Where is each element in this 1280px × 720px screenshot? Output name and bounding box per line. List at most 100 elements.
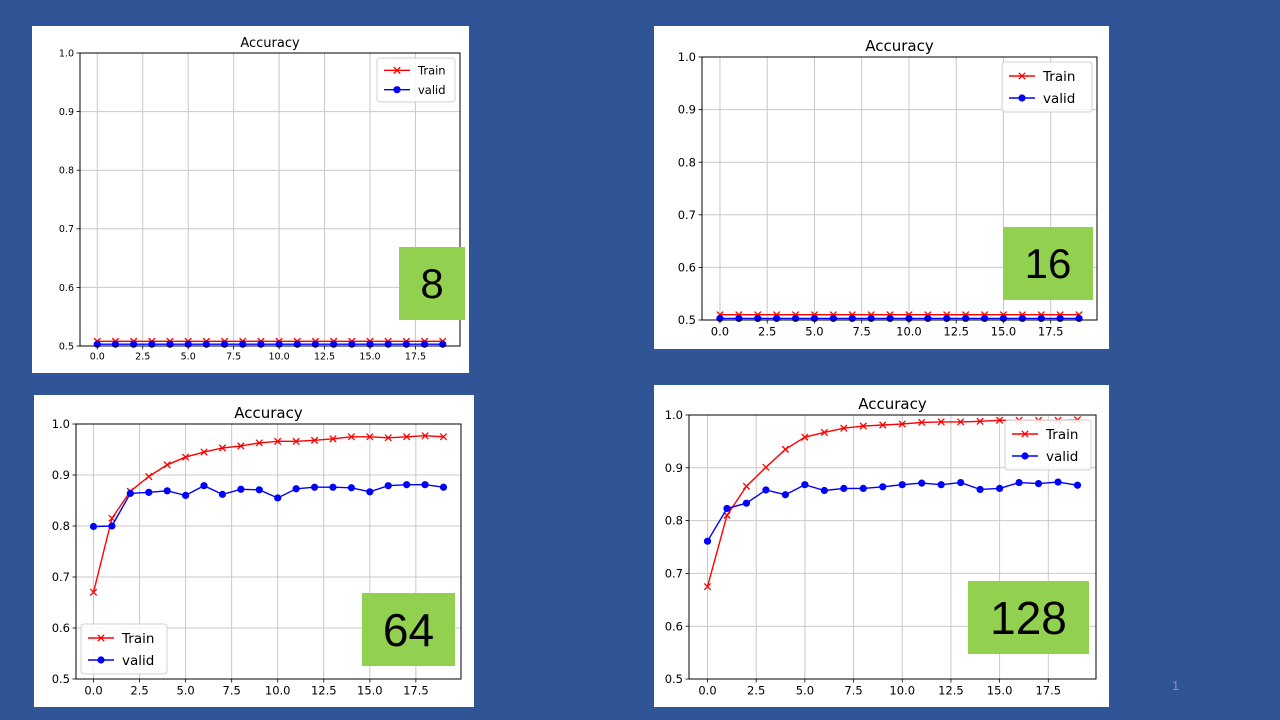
train-point	[274, 437, 282, 445]
train-point	[421, 432, 429, 440]
valid-point	[130, 340, 138, 348]
batch-size-badge: 64	[362, 593, 455, 666]
x-tick-label: 17.5	[1038, 325, 1064, 339]
valid-point	[859, 484, 867, 492]
train-point	[108, 514, 116, 523]
train-point	[956, 418, 965, 426]
chart-panel-batch-64: 0.0 2.5 5.0 7.5 10.0 12.5 15.0 17.5 0.5 0.6 0.7 0.8…	[34, 395, 474, 707]
accuracy-chart-batch-16: 0.0 2.5 5.0 7.5 10.0 12.5 15.0 17.5 0.5 0.6 0.7 0.8…	[678, 37, 1098, 339]
valid-point	[957, 478, 965, 487]
y-tick-label: 0.5	[665, 672, 683, 686]
batch-size-badge: 128	[968, 581, 1089, 654]
train-line	[92, 434, 444, 593]
train-point	[976, 417, 984, 425]
train-point	[801, 433, 809, 441]
plot-frame	[79, 52, 461, 347]
train-point	[384, 434, 392, 442]
train-point	[937, 418, 945, 426]
x-tick-label: 15.0	[357, 684, 383, 698]
legend-label-train: Train	[417, 63, 446, 77]
x-tick-label: 10.0	[265, 684, 291, 698]
valid-point	[848, 314, 856, 323]
valid-point	[1056, 314, 1064, 323]
chart-title: Accuracy	[234, 404, 303, 422]
valid-point	[439, 483, 448, 491]
train-point	[781, 445, 790, 453]
train-point	[402, 433, 411, 441]
valid-point	[840, 484, 848, 492]
valid-point	[1073, 481, 1082, 489]
x-tick-label: 0.0	[711, 325, 729, 339]
x-tick-label: 5.0	[176, 684, 194, 698]
valid-point	[200, 482, 208, 490]
x-tick-label: 5.0	[181, 352, 196, 363]
valid-point	[93, 340, 101, 348]
legend-label-train: Train	[121, 631, 154, 647]
valid-point	[762, 486, 770, 494]
valid-point	[886, 314, 894, 323]
valid-point	[126, 489, 134, 497]
valid-point	[403, 481, 411, 489]
axis-ticks: 0.0 2.5 5.0 7.5 10.0 12.5 15.0 17.5 0.5 0.6 0.7 0.8…	[59, 48, 426, 362]
legend-label-valid: valid	[418, 83, 446, 97]
x-tick-label: 0.0	[698, 684, 716, 698]
valid-point	[781, 491, 789, 499]
valid-point	[1021, 452, 1029, 460]
valid-point	[1075, 314, 1083, 323]
valid-point	[145, 488, 153, 496]
y-tick-label: 0.7	[665, 567, 683, 581]
x-tick-label: 15.0	[991, 325, 1017, 339]
valid-point	[820, 486, 828, 495]
train-point	[89, 588, 98, 596]
train-point	[859, 422, 867, 430]
chart-panel-batch-8: 0.0 2.5 5.0 7.5 10.0 12.5 15.0 17.5 0.5 0.6 0.7 0.8…	[32, 26, 469, 373]
valid-point	[166, 340, 174, 348]
valid-point	[421, 481, 429, 489]
chart-title: Accuracy	[240, 36, 300, 51]
y-tick-label: 0.9	[678, 103, 696, 117]
x-tick-label: 17.5	[405, 352, 426, 363]
y-tick-label: 0.5	[678, 313, 696, 327]
plot-frame	[75, 423, 462, 680]
valid-point	[311, 340, 320, 348]
series-valid	[703, 478, 1082, 545]
train-point	[879, 421, 887, 429]
y-tick-label: 1.0	[59, 48, 74, 59]
valid-point	[348, 340, 356, 348]
valid-point	[182, 491, 190, 499]
valid-point	[976, 485, 984, 494]
x-tick-label: 12.5	[314, 352, 335, 363]
plot-frame	[688, 414, 1097, 680]
y-tick-label: 0.6	[678, 261, 696, 275]
valid-point	[996, 484, 1004, 492]
x-tick-label: 2.5	[758, 325, 776, 339]
valid-point	[1018, 314, 1026, 323]
train-point	[237, 442, 245, 450]
y-tick-label: 0.9	[59, 107, 74, 118]
legend-label-valid: valid	[1043, 91, 1075, 107]
x-tick-label: 7.5	[223, 684, 241, 698]
train-point	[439, 433, 448, 441]
valid-point	[742, 499, 751, 507]
valid-point	[89, 522, 98, 531]
valid-point	[220, 340, 229, 348]
x-tick-label: 12.5	[311, 684, 337, 698]
slide-number: 1	[1172, 678, 1180, 693]
valid-point	[293, 340, 301, 348]
valid-point	[439, 340, 447, 348]
x-tick-label: 10.0	[889, 684, 915, 698]
train-point	[1021, 430, 1029, 438]
legend-label-train: Train	[1045, 427, 1078, 443]
train-point	[200, 448, 208, 456]
y-tick-label: 0.6	[52, 621, 70, 635]
valid-point	[347, 484, 355, 492]
x-tick-label: 5.0	[805, 325, 823, 339]
train-point	[181, 453, 190, 461]
x-tick-label: 0.0	[90, 352, 105, 363]
legend-label-train: Train	[1042, 69, 1075, 85]
train-point	[255, 439, 263, 447]
valid-point	[274, 494, 282, 502]
legend: Train valid	[1004, 419, 1092, 471]
valid-point	[393, 86, 401, 94]
y-tick-label: 0.8	[678, 155, 696, 169]
